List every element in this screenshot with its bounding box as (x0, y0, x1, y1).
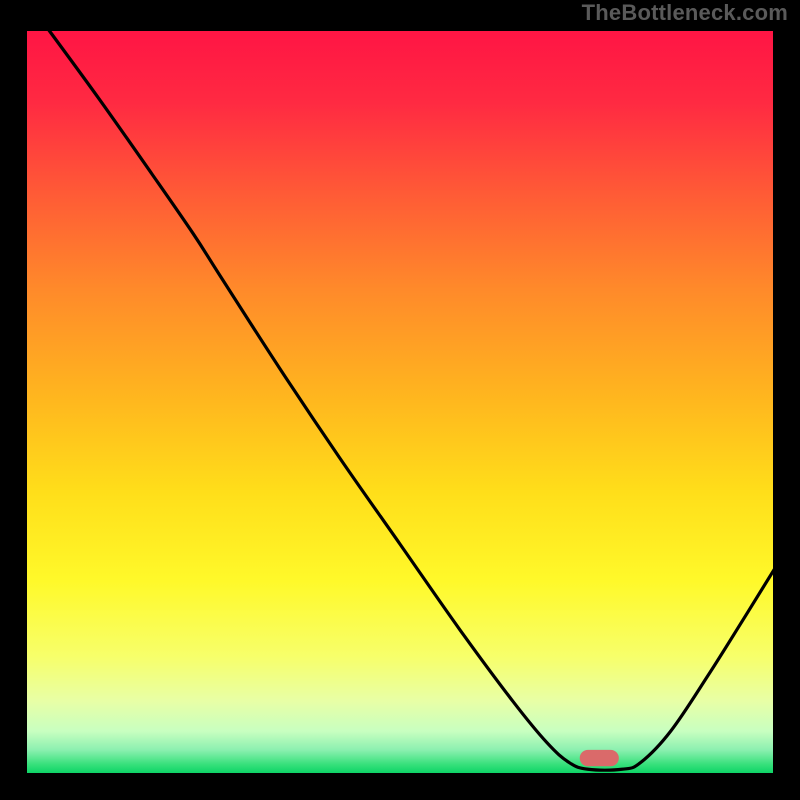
chart-container: TheBottleneck.com (0, 0, 800, 800)
optimal-marker (580, 750, 619, 766)
plot-background (24, 28, 776, 776)
bottleneck-chart (0, 0, 800, 800)
watermark-text: TheBottleneck.com (582, 0, 788, 26)
